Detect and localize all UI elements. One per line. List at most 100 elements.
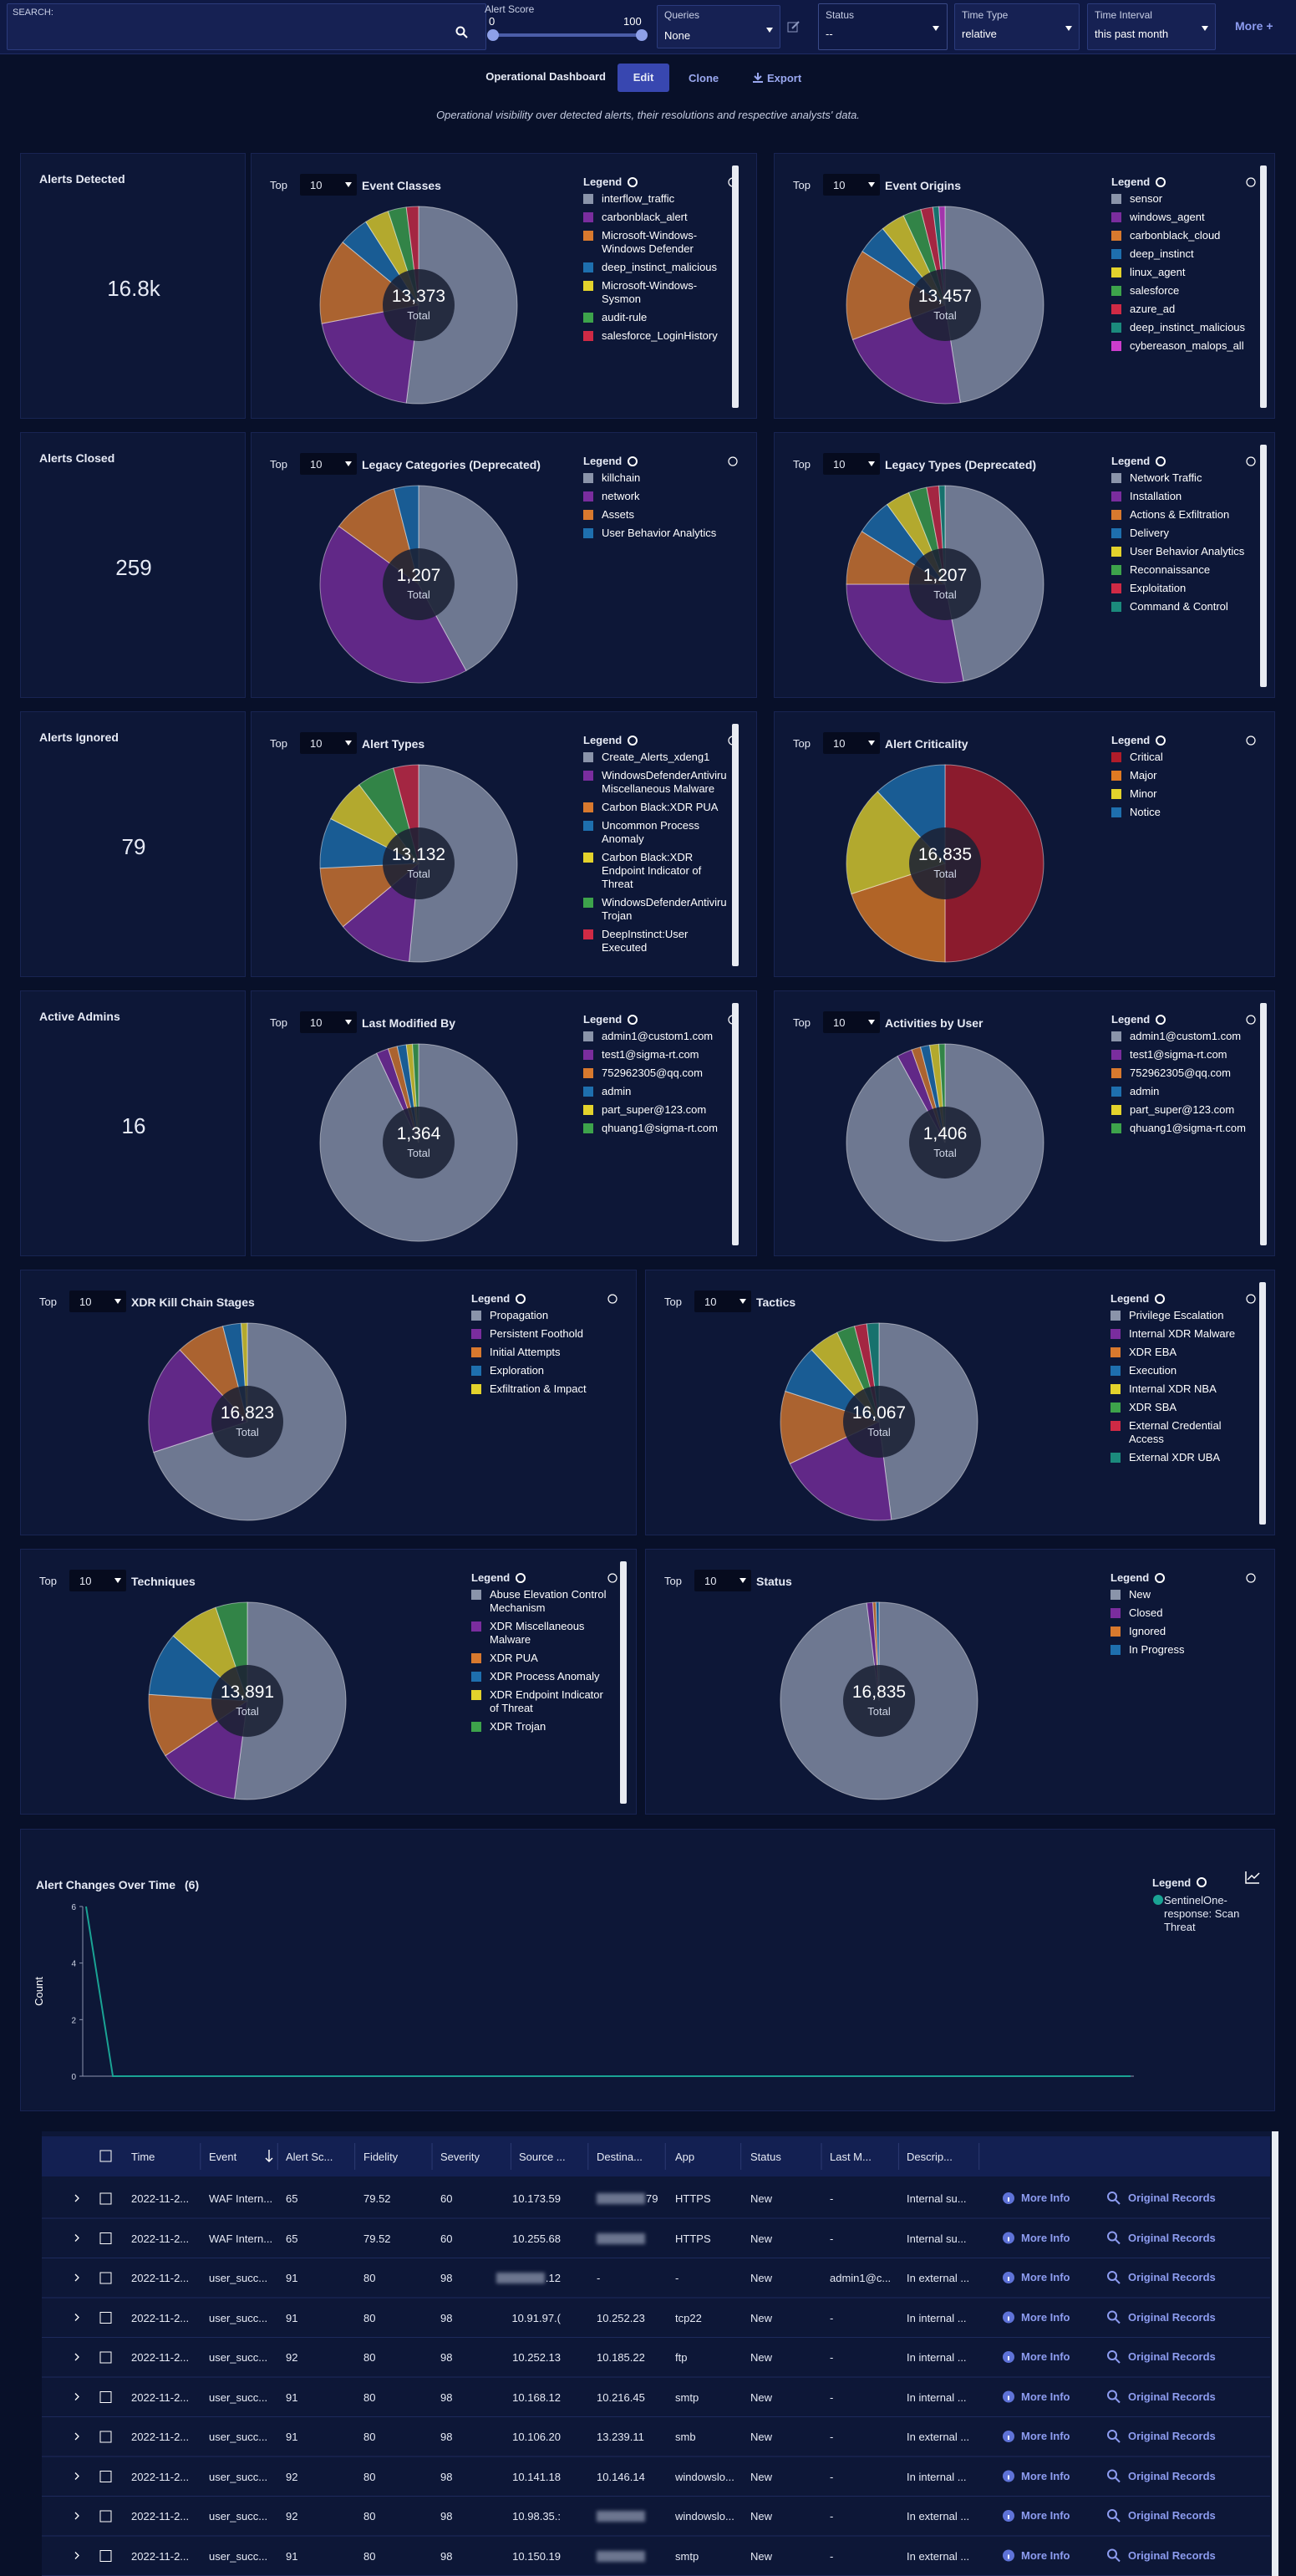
top-select[interactable]: 10 — [300, 732, 357, 754]
top-select[interactable]: 10 — [694, 1291, 751, 1312]
table-cell: user_succ... — [209, 2390, 267, 2404]
original-records-link[interactable]: Original Records — [1128, 2310, 1216, 2324]
table-cell: In internal ... — [907, 2311, 967, 2324]
legend-label: windows_agent — [1130, 211, 1205, 223]
legend-item: killchain — [583, 471, 727, 485]
stat-label: Alerts Detected — [39, 172, 125, 186]
panel-title: Alert Criticality — [885, 737, 968, 751]
pie-hole — [383, 269, 455, 341]
time-interval-value: this past month — [1095, 28, 1169, 40]
more-button[interactable]: More + — [1235, 19, 1273, 33]
original-records-link[interactable]: Original Records — [1128, 2469, 1216, 2482]
more-info-link[interactable]: More Info — [1021, 2310, 1070, 2324]
alert-score-slider[interactable] — [486, 27, 650, 43]
legend-swatch — [583, 752, 593, 762]
caret-shape — [345, 741, 352, 746]
legend: Critical Major Minor Notice — [1111, 751, 1255, 970]
table-cell: 98 — [440, 2470, 452, 2483]
legend-item: XDR SBA — [1110, 1401, 1254, 1414]
panel-title: Legacy Categories (Deprecated) — [362, 458, 541, 471]
legend-item: Privilege Escalation — [1110, 1309, 1254, 1322]
stat-panel: Alerts Ignored 79 — [20, 711, 246, 977]
legend-swatch — [583, 802, 593, 812]
top-select[interactable]: 10 — [69, 1570, 126, 1591]
cell-text: 80 — [363, 2272, 376, 2285]
top-select[interactable]: 10 — [823, 732, 880, 754]
legend-swatch — [583, 212, 593, 222]
more-info-link[interactable]: More Info — [1021, 2231, 1070, 2244]
table-cell: 10.98.35.: — [410, 2509, 561, 2523]
more-info-link[interactable]: More Info — [1021, 2271, 1070, 2283]
cell-text: 2022-11-2... — [131, 2549, 190, 2563]
top-select[interactable]: 10 — [69, 1291, 126, 1312]
legend-item: Propagation — [471, 1309, 615, 1322]
original-records-link[interactable]: Original Records — [1128, 2192, 1216, 2204]
more-info-link[interactable]: More Info — [1021, 2469, 1070, 2482]
top-select[interactable]: 10 — [823, 453, 880, 475]
original-records-link[interactable]: Original Records — [1128, 2430, 1216, 2442]
top-select-value: 10 — [79, 1296, 92, 1308]
top-select[interactable]: 10 — [823, 174, 880, 196]
legend-item: interflow_traffic — [583, 192, 727, 206]
search-icon-handle — [1115, 2278, 1121, 2284]
export-button[interactable]: Export — [767, 72, 802, 84]
options-icon — [1246, 1573, 1256, 1583]
search-box[interactable]: SEARCH: — [7, 3, 486, 50]
legend-item: Abuse Elevation Control Mechanism — [471, 1588, 615, 1615]
legend-swatch — [471, 1329, 481, 1339]
top-select-value: 10 — [79, 1575, 92, 1587]
status-select[interactable]: Status -- — [818, 3, 948, 50]
top-select[interactable]: 10 — [694, 1570, 751, 1591]
more-info-link[interactable]: More Info — [1021, 2430, 1070, 2442]
column-header: Source ... — [519, 2151, 566, 2163]
top-select[interactable]: 10 — [300, 1011, 357, 1033]
original-records-link[interactable]: Original Records — [1128, 2509, 1216, 2522]
legend-item: admin1@custom1.com — [1111, 1030, 1255, 1043]
legend-swatch — [583, 1087, 593, 1097]
table-cell: 2022-11-2... — [131, 2509, 189, 2523]
top-select[interactable]: 10 — [300, 174, 357, 196]
edit-button[interactable]: Edit — [618, 64, 669, 92]
pie-hole — [909, 269, 981, 341]
legend-icon — [628, 736, 638, 746]
cell-text: New — [750, 2431, 773, 2444]
legend-swatch — [1111, 1031, 1121, 1041]
legend-swatch — [1111, 510, 1121, 520]
cell-text: 2022-11-2... — [131, 2192, 190, 2206]
top-select[interactable]: 10 — [823, 1011, 880, 1033]
alert-score-label: Alert Score — [485, 3, 535, 15]
top-select-value: 10 — [310, 1016, 323, 1029]
original-records-link[interactable]: Original Records — [1128, 2350, 1216, 2363]
legend-icon — [628, 456, 638, 466]
pie-slice — [944, 764, 1044, 963]
more-info-link[interactable]: More Info — [1021, 2548, 1070, 2562]
clone-button[interactable]: Clone — [689, 72, 719, 84]
cell-text: 98 — [440, 2510, 453, 2523]
original-records-link[interactable]: Original Records — [1128, 2390, 1216, 2403]
time-type-select[interactable]: Time Type relative — [954, 3, 1080, 50]
original-records-link[interactable]: Original Records — [1128, 2548, 1216, 2562]
caret — [114, 1578, 121, 1583]
queries-select[interactable]: Queries None — [657, 5, 780, 48]
cell-text: windowslo... — [675, 2510, 734, 2523]
table-cell: 80 — [363, 2470, 375, 2483]
search-icon — [1107, 2310, 1117, 2321]
more-info-link[interactable]: More Info — [1021, 2390, 1070, 2403]
top-select[interactable]: 10 — [300, 453, 357, 475]
legend-swatch — [583, 331, 593, 341]
more-info-link[interactable]: More Info — [1021, 2509, 1070, 2522]
edit-query-icon[interactable] — [787, 20, 800, 33]
more-info-link[interactable]: More Info — [1021, 2350, 1070, 2363]
original-records-link[interactable]: Original Records — [1128, 2231, 1216, 2244]
pie-total-label: Total — [407, 309, 430, 322]
pie-panel: 16,067 Total Top 10 Tactics Legend Privilege E… — [645, 1270, 1275, 1535]
more-info-link[interactable]: More Info — [1021, 2192, 1070, 2204]
time-interval-select[interactable]: Time Interval this past month — [1087, 3, 1216, 50]
top-label: Top — [793, 1016, 811, 1029]
table-cell: 10.216.45 — [597, 2390, 645, 2404]
original-records-link[interactable]: Original Records — [1128, 2271, 1216, 2283]
legend-title: Legend — [1152, 1876, 1192, 1889]
legend-item: Actions & Exfiltration — [1111, 508, 1255, 522]
legend-label: Installation — [1130, 490, 1182, 502]
